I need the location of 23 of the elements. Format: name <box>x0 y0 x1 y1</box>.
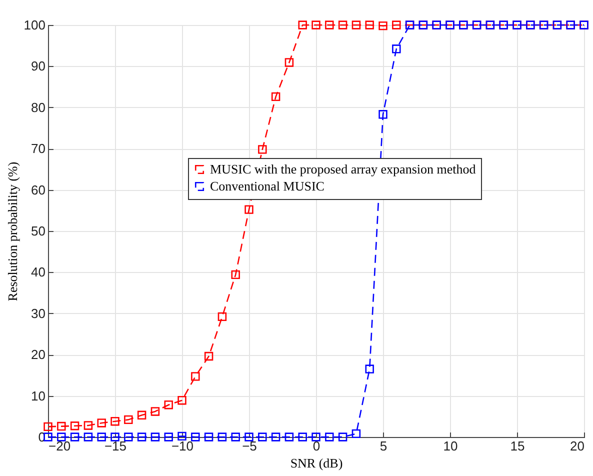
x-tick-label: −10 <box>171 438 194 454</box>
x-tick-label: −5 <box>242 438 257 454</box>
x-tick-label: 15 <box>510 438 525 454</box>
x-tick-label: 5 <box>380 438 388 454</box>
y-tick-label: 100 <box>24 18 46 32</box>
x-tick-label: −20 <box>48 438 71 454</box>
y-tick-label: 20 <box>31 347 46 362</box>
y-tick-label: 40 <box>31 264 46 280</box>
y-tick-label: 30 <box>31 306 46 321</box>
y-axis-title: Resolution probability (%) <box>4 162 20 302</box>
x-tick-label: 20 <box>570 438 584 454</box>
legend-label: Conventional MUSIC <box>210 178 324 194</box>
x-tick-label: −15 <box>104 438 127 454</box>
x-tick-label: 0 <box>312 438 320 454</box>
y-tick-label: 90 <box>31 58 46 74</box>
y-tick-label: 80 <box>31 100 46 115</box>
x-axis-title: SNR (dB) <box>290 456 343 470</box>
y-tick-label: 50 <box>31 224 46 238</box>
y-tick-label: 10 <box>31 388 46 404</box>
x-tick-label: 10 <box>443 438 458 454</box>
legend-label: MUSIC with the proposed array expansion method <box>210 162 476 176</box>
y-tick-label: 70 <box>31 141 46 156</box>
y-tick-label: 60 <box>31 182 46 198</box>
